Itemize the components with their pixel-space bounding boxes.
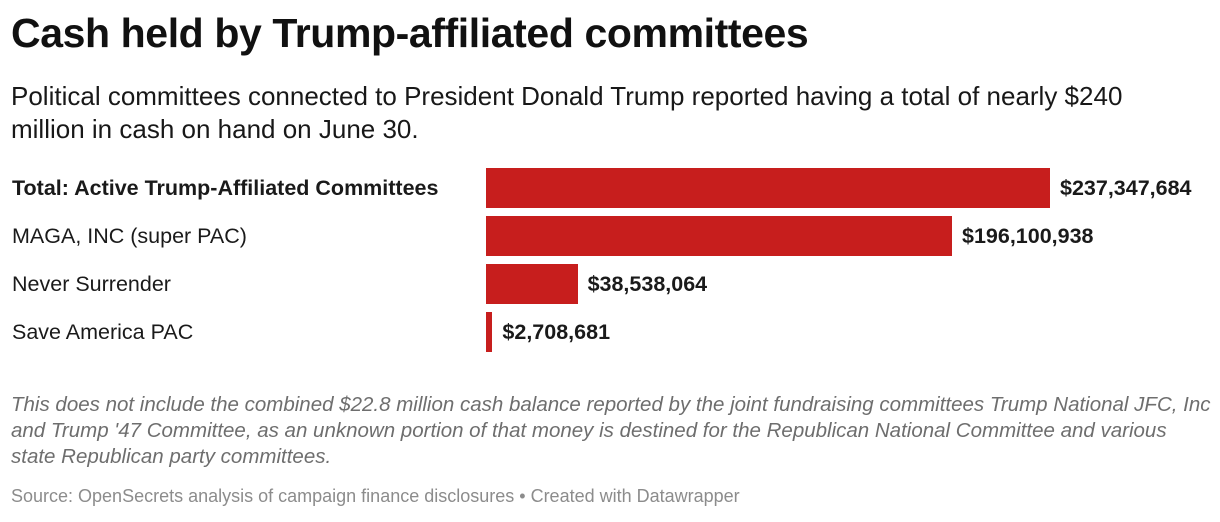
bar-row: MAGA, INC (super PAC) $196,100,938 <box>0 212 1220 260</box>
bar-row: Never Surrender $38,538,064 <box>0 260 1220 308</box>
bar-chart: Total: Active Trump-Affiliated Committee… <box>0 164 1220 360</box>
chart-notes: This does not include the combined $22.8… <box>11 393 1211 468</box>
bar <box>486 264 578 304</box>
chart-title: Cash held by Trump-affiliated committees <box>11 10 809 56</box>
bar <box>486 312 493 352</box>
bar-row: Save America PAC $2,708,681 <box>0 308 1220 356</box>
bar-value-label: $196,100,938 <box>961 224 1094 248</box>
bar-value-label: $2,708,681 <box>502 320 611 344</box>
bar-category-label: Never Surrender <box>12 272 171 296</box>
chart-subtitle: Political committees connected to Presid… <box>11 81 1123 144</box>
bar <box>486 216 952 256</box>
chart-source-footer: Source: OpenSecrets analysis of campaign… <box>11 486 740 506</box>
bar <box>486 168 1050 208</box>
bar-category-label: Save America PAC <box>12 320 194 344</box>
bar-value-label: $237,347,684 <box>1060 176 1192 200</box>
bar-category-label: Total: Active Trump-Affiliated Committee… <box>12 176 439 200</box>
bar-category-label: MAGA, INC (super PAC) <box>12 224 247 248</box>
bar-row: Total: Active Trump-Affiliated Committee… <box>0 164 1220 212</box>
bar-value-label: $38,538,064 <box>587 272 708 296</box>
